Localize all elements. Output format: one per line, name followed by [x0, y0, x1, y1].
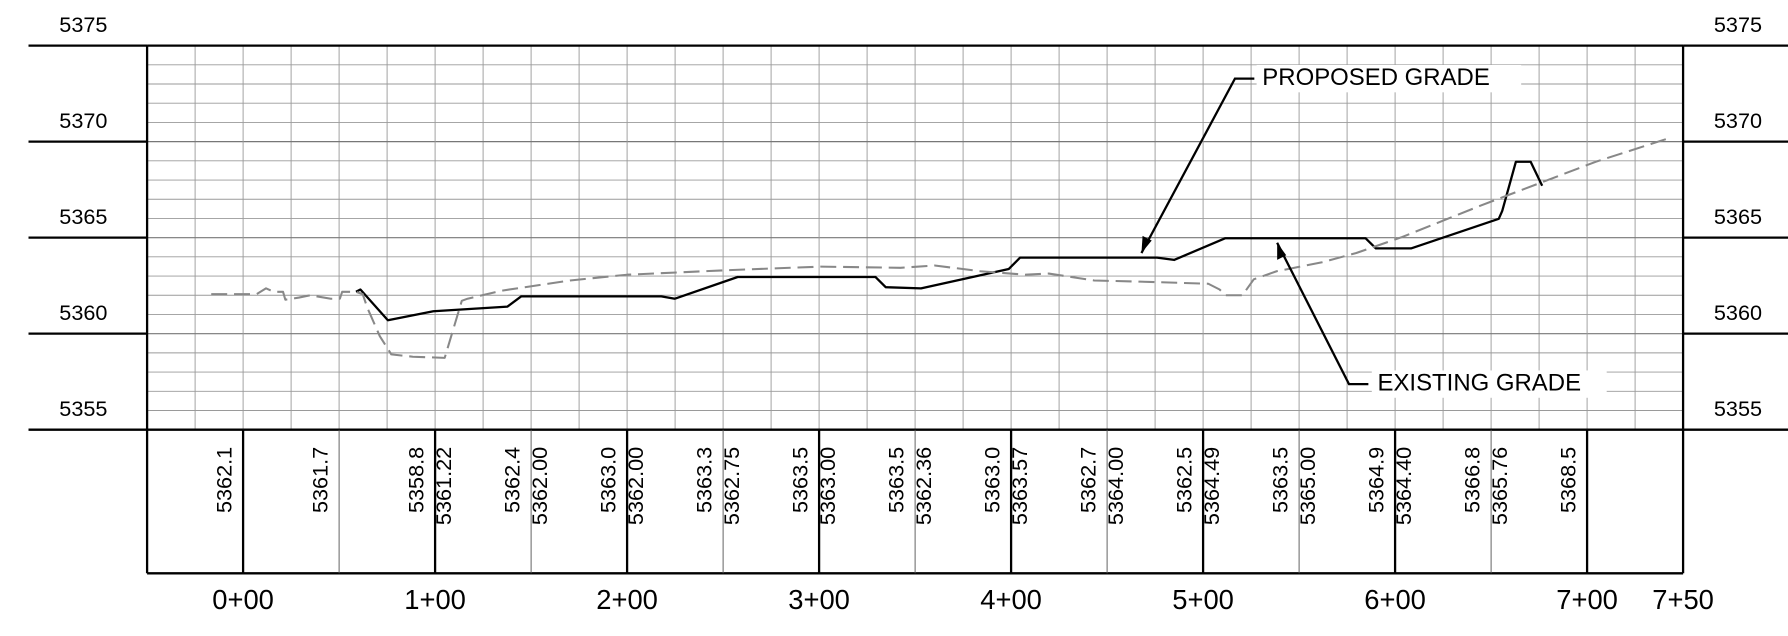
- y-tick-label: 5355: [59, 396, 107, 421]
- x-tick-label: 7+00: [1556, 584, 1618, 615]
- x-tick-label: 4+00: [980, 584, 1042, 615]
- elevation-label: 5363.0: [596, 447, 621, 513]
- y-tick-label: 5370: [1714, 108, 1762, 133]
- y-tick-label: 5365: [1714, 204, 1762, 229]
- elevation-label: 5363.5: [1268, 447, 1293, 513]
- y-tick-label: 5375: [1714, 12, 1762, 37]
- elevation-label: 5366.8: [1460, 447, 1485, 513]
- elevation-label: 5365.76: [1487, 447, 1512, 525]
- elevation-label: 5362.7: [1076, 447, 1101, 513]
- y-tick-label: 5360: [59, 300, 107, 325]
- x-tick-label: 0+00: [212, 584, 274, 615]
- grade-line: [211, 136, 1670, 359]
- y-tick-label: 5370: [59, 108, 107, 133]
- elevation-label: 5364.00: [1103, 447, 1128, 525]
- annotation: PROPOSED GRADE EXISTING GRADE: [1140, 64, 1607, 398]
- arrowhead: [1141, 235, 1152, 254]
- y-tick-label: 5360: [1714, 300, 1762, 325]
- x-tick-label: 5+00: [1172, 584, 1234, 615]
- y-tick-label: 5365: [59, 204, 107, 229]
- elevation-label: 5365.00: [1295, 447, 1320, 525]
- label-bg: [1371, 370, 1607, 398]
- grade-line: [355, 160, 1544, 322]
- elevation-label: 5362.4: [500, 447, 525, 513]
- elevation-label: 5363.5: [788, 447, 813, 513]
- elevation-label: 5362.75: [719, 447, 744, 525]
- leader: [1140, 77, 1255, 254]
- ticks: 5355 5355 5360 5360 5365 5365 5370 5370 5375 5375…: [28, 12, 1788, 615]
- elevation-label: 5363.3: [692, 447, 717, 513]
- profile-band: 5362.1 5361.7 5358.8 5361.22 5362.4 5362.00 53…: [212, 429, 1685, 574]
- elevation-label: 5362.1: [212, 447, 237, 513]
- series-label: EXISTING GRADE: [1377, 369, 1581, 396]
- series-label: PROPOSED GRADE: [1262, 64, 1490, 91]
- grid: [147, 45, 1684, 431]
- elevation-label: 5363.0: [980, 447, 1005, 513]
- elevation-label: 5363.5: [884, 447, 909, 513]
- y-tick-label: 5355: [1714, 396, 1762, 421]
- x-tick-label: 2+00: [596, 584, 658, 615]
- label-bg: [1256, 64, 1522, 93]
- elevation-label: 5361.7: [308, 447, 333, 513]
- elevation-label: 5362.00: [527, 447, 552, 525]
- y-tick-label: 5375: [59, 12, 107, 37]
- x-tick-label: 1+00: [404, 584, 466, 615]
- x-tick-label: 3+00: [788, 584, 850, 615]
- elevation-label: 5362.5: [1172, 447, 1197, 513]
- elevation-label: 5368.5: [1556, 447, 1581, 513]
- leader: [1276, 242, 1369, 386]
- arrowhead: [1277, 242, 1287, 260]
- elevation-label: 5358.8: [404, 447, 429, 513]
- series: [211, 136, 1670, 359]
- elevation-label: 5362.36: [911, 447, 936, 525]
- x-tick-label: 7+50: [1652, 584, 1714, 615]
- elevation-label: 5364.9: [1364, 447, 1389, 513]
- x-tick-label: 6+00: [1364, 584, 1426, 615]
